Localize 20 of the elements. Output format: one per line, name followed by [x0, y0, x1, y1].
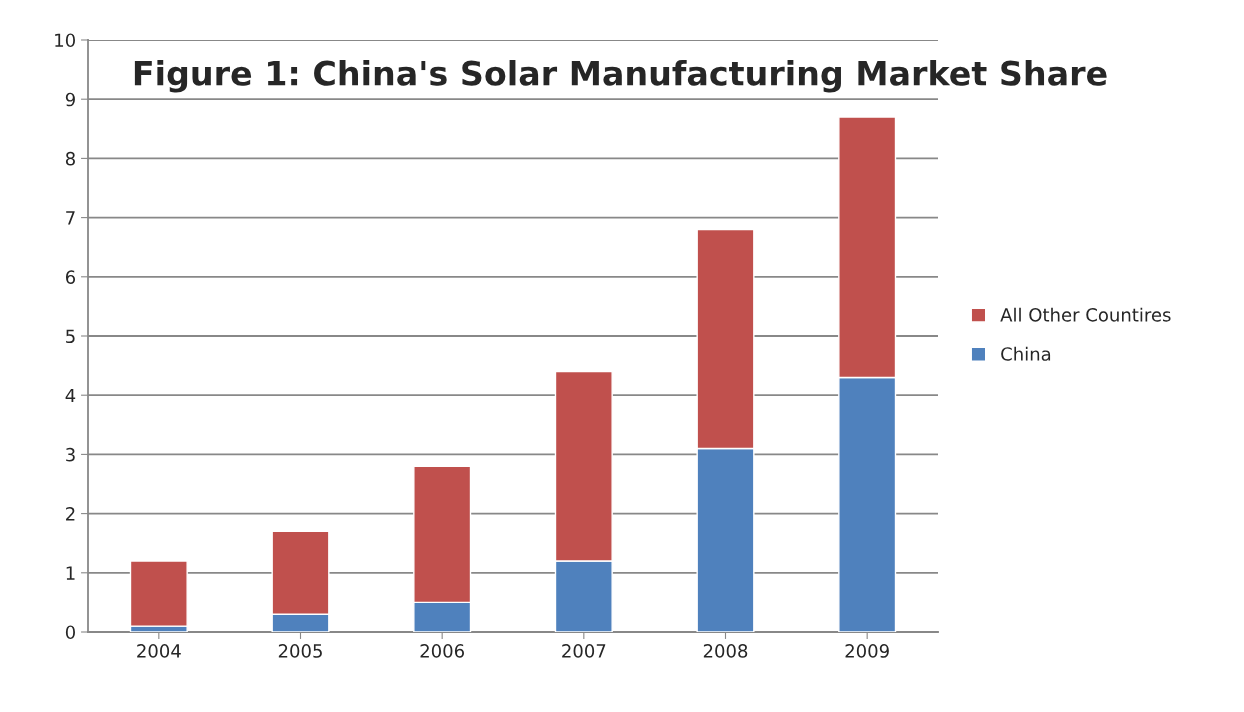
- x-tick-label: 2004: [137, 644, 181, 658]
- x-tick-label: 2007: [562, 644, 606, 658]
- y-tick-label: 4: [65, 388, 76, 403]
- text: Figure 1: China's Solar Manufacturing Market Share: [134, 60, 1107, 93]
- x-tick-label: 2006: [420, 644, 464, 658]
- y-tick-label: 3: [66, 447, 75, 462]
- x-tick-label: 2009: [845, 644, 889, 658]
- y-tick-label: 8: [65, 151, 75, 166]
- legend-label: China: [1001, 346, 1051, 361]
- y-tick-label: 2: [66, 507, 75, 521]
- x-tick-label: 2008: [703, 644, 748, 658]
- y-tick-label: 6: [65, 270, 76, 284]
- y-tick-label: 5: [66, 329, 75, 344]
- y-tick-label: 0: [65, 625, 75, 640]
- y-tick-label: 1: [66, 566, 75, 580]
- y-tick-label: 9: [65, 92, 75, 107]
- x-tick-label: 2005: [278, 644, 322, 658]
- legend-label: All Other Countires: [1000, 307, 1171, 322]
- y-tick-label: 7: [66, 211, 75, 225]
- y-tick-label: 10: [55, 33, 75, 48]
